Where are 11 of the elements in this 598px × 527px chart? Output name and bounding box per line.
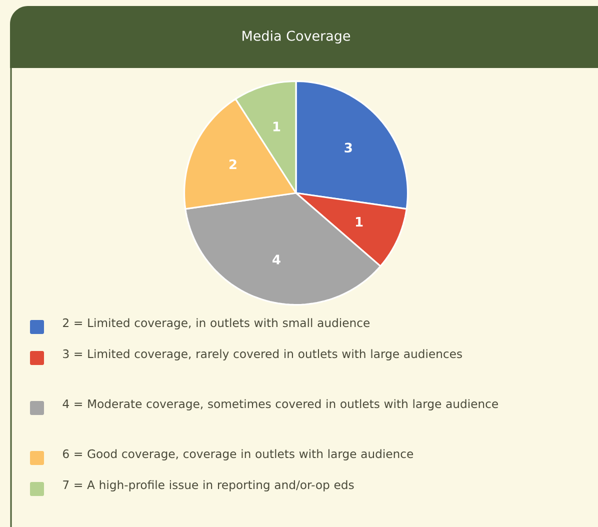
legend-label: 4 = Moderate coverage, sometimes covered in outlets with large audience — [62, 399, 498, 410]
data-label: 3 — [344, 142, 352, 153]
chart-title: Media Coverage — [242, 30, 350, 44]
data-label: 1 — [273, 122, 280, 132]
legend-label: 6 = Good coverage, coverage in outlets with large audience — [63, 449, 414, 460]
data-label: 2 — [229, 159, 236, 170]
legend-label: 7 = A high-profile issue in reporting and/or-op eds — [63, 480, 354, 492]
legend-label: 2 = Limited coverage, in outlets with small audience — [63, 318, 370, 330]
data-label: 4 — [272, 254, 280, 264]
legend-label: 3 = Limited coverage, rarely covered in outlets with large audiences — [63, 349, 462, 360]
data-label: 1 — [356, 217, 363, 227]
